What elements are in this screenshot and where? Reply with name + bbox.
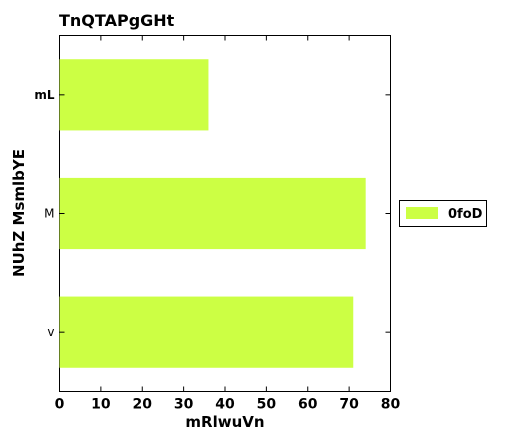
x-tick-label: 40 [215, 397, 235, 413]
bar-M [59, 177, 366, 250]
y-tick-label-v: v [47, 325, 54, 339]
x-tick-label: 10 [91, 397, 111, 413]
y-tick-label-mL: mL [34, 88, 55, 102]
y-axis-ticks: v MmL [34, 88, 391, 339]
y-axis-label: NUhZ MsmlbYE [10, 149, 28, 277]
bars-layer [59, 59, 366, 368]
legend-label: 0foD [448, 207, 483, 222]
legend-swatch [406, 207, 438, 219]
x-axis-label: mRlwuVn [185, 413, 264, 431]
chart-title: TnQTAPgGHt [59, 11, 175, 30]
legend: 0foD [399, 200, 487, 227]
x-axis-ticks: 0 10 20 30 40 50 60 70 80 [55, 35, 401, 413]
x-tick-label: 70 [339, 397, 359, 413]
x-tick-label: 80 [381, 397, 401, 413]
x-tick-label: 0 [55, 397, 65, 413]
x-tick-label: 20 [133, 397, 153, 413]
bar-v [59, 296, 354, 368]
bar-mL [59, 59, 209, 131]
x-tick-label: 60 [298, 397, 318, 413]
plot-area: 0 10 20 30 40 50 60 70 80 v MmL [34, 35, 401, 413]
x-tick-label: 50 [257, 397, 277, 413]
x-tick-label: 30 [174, 397, 194, 413]
y-tick-label-M: M [44, 207, 54, 221]
